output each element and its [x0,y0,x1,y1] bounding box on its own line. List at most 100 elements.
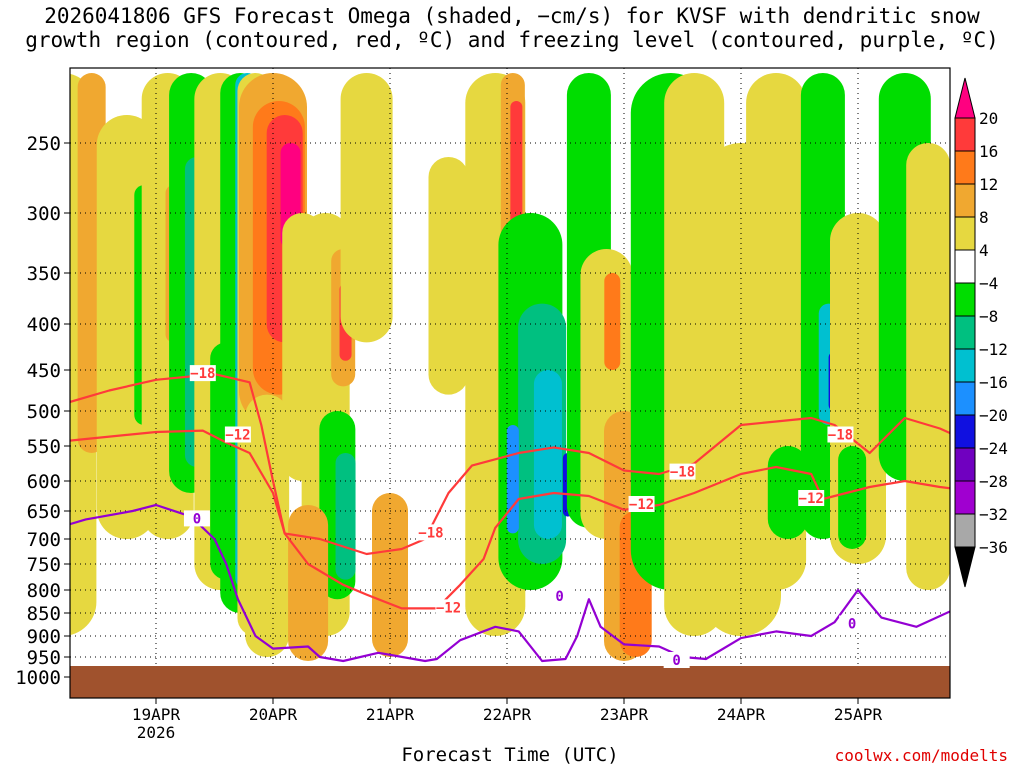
label-minus12-a: −12 [225,428,250,444]
ytick-label-450: 450 [27,360,61,382]
colorbar-swatch-11 [954,447,976,482]
xtick-label-22APR: 22APR [483,705,532,724]
credit-link[interactable]: coolwx.com/modelts [834,746,1008,765]
label-minus18-d: −18 [828,428,853,444]
colorbar-label-2: 12 [979,175,998,194]
chart-title: 2026041806 GFS Forecast Omega (shaded, −… [0,4,1024,52]
colorbar-label-13: −36 [979,538,1008,557]
colorbar-label-11: −28 [979,472,1008,491]
ytick-label-1000: 1000 [15,667,61,689]
ytick-label-700: 700 [27,529,61,551]
label-minus12-d-bg [798,490,825,506]
colorbar-swatch-4 [954,216,976,251]
colorbar-label-4: 4 [979,241,989,260]
omega-cell-32 [510,101,523,237]
colorbar-swatch-top [954,77,976,119]
ytick-label-250: 250 [27,133,61,155]
x-axis-label: Forecast Time (UTC) [401,744,619,766]
omega-cell-53 [906,143,950,590]
label-minus12-d: −12 [799,491,824,507]
colorbar-swatch-8 [954,348,976,383]
ytick-label-600: 600 [27,471,61,493]
pressure-axis: 2503003504004505005506006507007508008509… [15,133,70,689]
colorbar-swatch-6 [954,282,976,317]
label-zero-d: 0 [848,617,856,633]
ytick-label-950: 950 [27,647,61,669]
contour-minus18 [70,373,950,556]
omega-cell-54 [838,446,867,549]
xtick-label-23APR: 23APR [600,705,649,724]
label-minus18-d-bg [827,426,854,443]
colorbar-swatch-12 [954,480,976,515]
ytick-label-500: 500 [27,401,61,423]
omega-cell-36 [506,425,519,534]
omega-cell-26 [340,73,393,343]
ytick-label-550: 550 [27,436,61,458]
label-zero-a-bg [183,510,210,527]
xtick-label-19APR: 19APR [132,705,181,724]
colorbar-label-0: 20 [979,109,998,128]
ytick-label-350: 350 [27,263,61,285]
colorbar-swatch-10 [954,414,976,449]
label-zero-b: 0 [555,589,563,605]
colorbar-label-6: −8 [979,307,998,326]
omega-shading [70,73,950,661]
colorbar-label-10: −24 [979,439,1008,458]
ytick-label-300: 300 [27,203,61,225]
label-minus18-c: −18 [670,465,695,481]
ytick-label-850: 850 [27,603,61,625]
label-zero-c-bg [663,652,690,668]
ytick-label-900: 900 [27,626,61,648]
omega-cell-20 [245,394,290,657]
ytick-label-400: 400 [27,314,61,336]
colorbar-swatch-5 [954,249,976,284]
plot-frame [69,67,951,699]
omega-cell-40 [604,273,621,370]
colorbar: 20 16 12 8 4 −4 −8 −12 −16 −20 −24 −28 −32 −36 [954,77,1008,588]
omega-cell-28 [288,505,329,661]
time-axis: 19APR 20APR 21APR 22APR 23APR 24APR 25APR 2026 [132,698,883,742]
colorbar-label-1: 16 [979,142,998,161]
colorbar-label-3: 8 [979,208,989,227]
omega-cell-29 [428,157,469,395]
colorbar-label-8: −16 [979,373,1008,392]
label-minus18-b: −18 [418,525,443,541]
label-minus18-c-bg [669,463,696,480]
label-minus12-c: −12 [629,497,654,513]
label-zero-c: 0 [672,653,680,669]
colorbar-swatch-7 [954,315,976,350]
title-line-2: growth region (contoured, red, ºC) and f… [25,28,999,52]
omega-cell-35 [533,370,562,539]
ytick-label-650: 650 [27,501,61,523]
colorbar-label-9: −20 [979,406,1008,425]
colorbar-label-12: −32 [979,505,1008,524]
label-zero-a: 0 [193,511,201,527]
colorbar-swatch-13 [954,513,976,548]
omega-cell-47 [767,446,808,539]
colorbar-swatch-2 [954,150,976,185]
xtick-label-21APR: 21APR [366,705,415,724]
xtick-year: 2026 [137,723,176,742]
colorbar-label-5: −4 [979,274,998,293]
omega-cell-27 [372,493,408,657]
label-zero-d-bg [839,615,866,632]
contour-freezing-0 [70,503,950,663]
xtick-label-20APR: 20APR [249,705,298,724]
label-zero-b-bg [546,587,573,604]
colorbar-swatch-bottom [954,546,976,588]
ground-terrain [70,666,950,698]
contours: −18 −18 −18 −18 −12 −12 −12 −12 0 0 0 0 [70,365,950,669]
label-minus18-a: −18 [190,366,215,382]
label-minus12-b-bg [435,599,462,616]
colorbar-swatch-3 [954,183,976,218]
ytick-label-800: 800 [27,580,61,602]
omega-cell-23 [335,453,356,580]
xtick-label-24APR: 24APR [717,705,766,724]
xtick-label-25APR: 25APR [834,705,883,724]
ytick-label-750: 750 [27,554,61,576]
colorbar-swatch-9 [954,381,976,416]
title-line-1: 2026041806 GFS Forecast Omega (shaded, −… [44,4,980,28]
label-minus18-a-bg [189,365,216,382]
colorbar-swatch-1 [954,117,976,152]
label-minus12-a-bg [224,426,251,443]
